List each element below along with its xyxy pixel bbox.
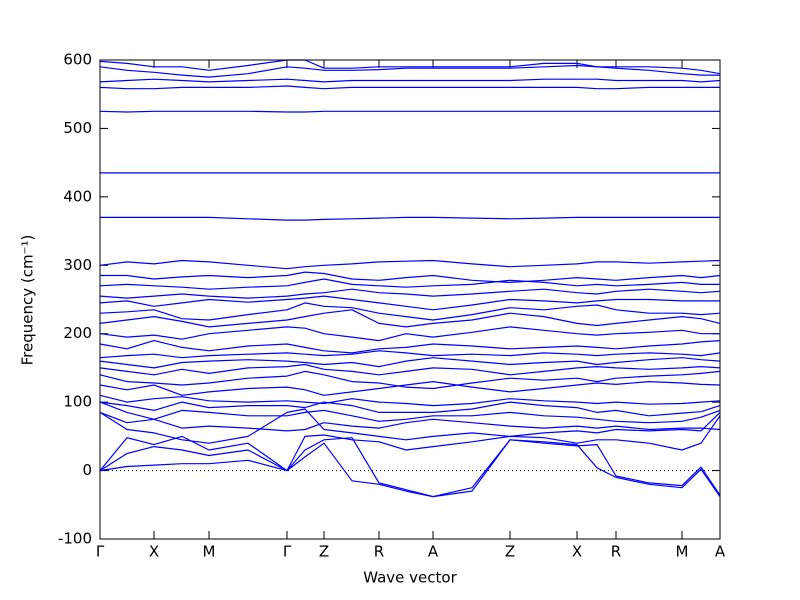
band-line (99, 288, 721, 299)
x-tick-label: Z (505, 543, 515, 561)
band-line (99, 408, 721, 444)
band-line (99, 401, 721, 424)
band-line (99, 309, 721, 328)
band-line (99, 278, 720, 290)
x-tick-label: Z (319, 543, 329, 561)
band-line (99, 259, 721, 270)
x-tick-label: X (149, 543, 159, 561)
plot-frame (99, 59, 721, 540)
x-tick-label: R (374, 543, 384, 561)
x-axis-label: Wave vector (363, 569, 457, 587)
band-line (99, 394, 721, 407)
band-line (99, 340, 721, 354)
y-tick-label: 200 (63, 324, 92, 342)
x-tick-label: Γ (283, 543, 292, 561)
band-line (99, 110, 720, 113)
x-tick-label: X (572, 543, 582, 561)
y-axis-label: Frequency (cm⁻¹) (19, 235, 37, 366)
band-line (99, 370, 721, 390)
band-line (99, 326, 720, 342)
y-tick-label: -100 (58, 530, 92, 548)
x-tick-label: M (676, 543, 689, 561)
band-line (99, 357, 721, 369)
band-line (100, 271, 721, 283)
y-tick-label: 500 (63, 119, 92, 137)
x-tick-label: A (428, 543, 439, 561)
x-tick-label: R (611, 543, 621, 561)
y-tick-label: 300 (63, 256, 92, 274)
band-line (99, 363, 721, 376)
band-line (99, 64, 720, 78)
band-line (99, 78, 721, 83)
band-line (99, 415, 721, 472)
x-tick-label: Γ (96, 543, 105, 561)
band-line (99, 381, 721, 396)
band-line (99, 437, 721, 498)
band-line (99, 295, 720, 311)
band-line (99, 350, 721, 359)
x-tick-label: M (203, 543, 216, 561)
band-line (99, 439, 721, 498)
band-line (100, 216, 720, 221)
band-line (99, 59, 721, 75)
y-tick-label: 600 (63, 51, 92, 69)
band-line (99, 85, 720, 90)
y-tick-label: 400 (63, 187, 92, 205)
y-tick-label: 0 (82, 461, 92, 479)
band-line (99, 401, 721, 417)
y-tick-label: 100 (63, 393, 92, 411)
band-line (99, 411, 721, 432)
x-tick-label: A (715, 543, 726, 561)
band-line (99, 302, 721, 321)
